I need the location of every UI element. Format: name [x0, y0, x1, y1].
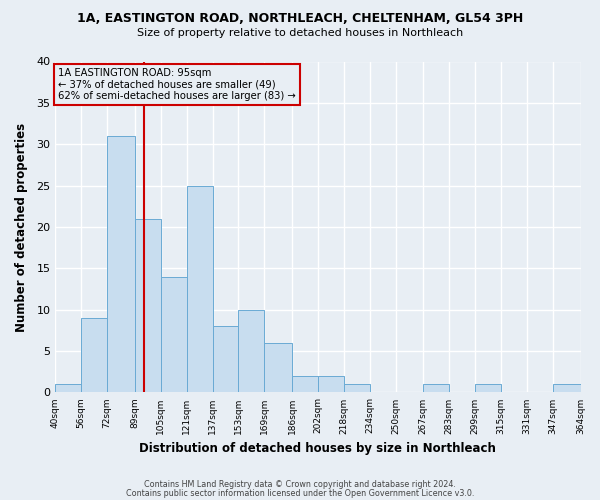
Bar [135, 218, 161, 392]
Text: 1A, EASTINGTON ROAD, NORTHLEACH, CHELTENHAM, GL54 3PH: 1A, EASTINGTON ROAD, NORTHLEACH, CHELTEN… [77, 12, 523, 26]
Bar [107, 136, 135, 392]
Bar [265, 343, 292, 392]
Bar [292, 376, 318, 392]
Text: Contains HM Land Registry data © Crown copyright and database right 2024.: Contains HM Land Registry data © Crown c… [144, 480, 456, 489]
Bar [423, 384, 449, 392]
Bar [344, 384, 370, 392]
Text: Contains public sector information licensed under the Open Government Licence v3: Contains public sector information licen… [126, 488, 474, 498]
Bar [81, 318, 107, 392]
Y-axis label: Number of detached properties: Number of detached properties [15, 122, 28, 332]
X-axis label: Distribution of detached houses by size in Northleach: Distribution of detached houses by size … [139, 442, 496, 455]
Bar [475, 384, 501, 392]
Bar [212, 326, 238, 392]
Bar [238, 310, 265, 392]
Bar [553, 384, 581, 392]
Text: Size of property relative to detached houses in Northleach: Size of property relative to detached ho… [137, 28, 463, 38]
Text: 1A EASTINGTON ROAD: 95sqm
← 37% of detached houses are smaller (49)
62% of semi-: 1A EASTINGTON ROAD: 95sqm ← 37% of detac… [58, 68, 296, 102]
Bar [161, 276, 187, 392]
Bar [318, 376, 344, 392]
Bar [55, 384, 81, 392]
Bar [187, 186, 212, 392]
